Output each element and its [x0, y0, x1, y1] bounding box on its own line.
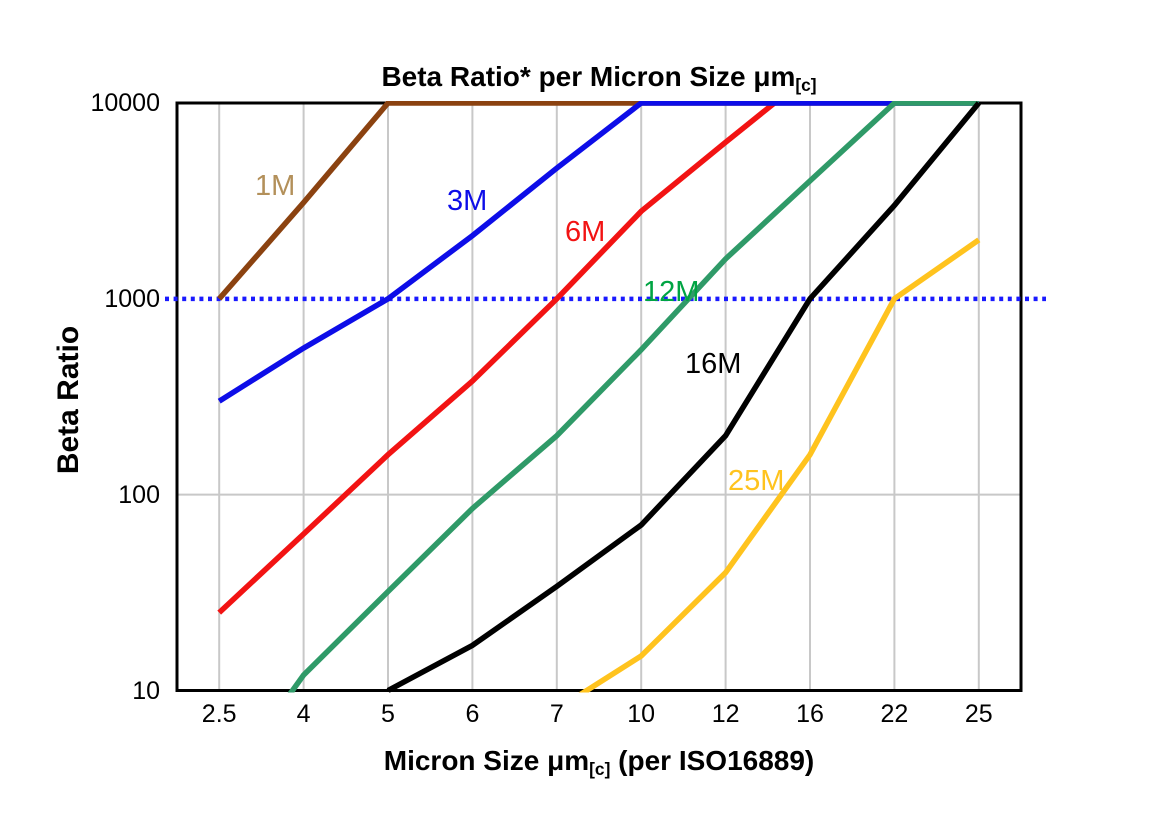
x-tick-label-5: 5: [381, 700, 395, 728]
y-tick-label-10: 10: [132, 676, 160, 705]
x-tick-label-22: 22: [880, 700, 909, 728]
x-tick-label-12: 12: [711, 700, 740, 728]
y-axis-title: Beta Ratio: [52, 325, 85, 475]
y-tick-label-1000: 1000: [104, 284, 160, 313]
series-label-12M: 12M: [643, 276, 700, 308]
series-line-12M: [287, 101, 979, 693]
series-label-1M: 1M: [255, 170, 296, 202]
x-tick-label-10: 10: [627, 700, 656, 728]
x-tick-label-6: 6: [465, 700, 480, 728]
series-label-3M: 3M: [447, 185, 488, 217]
series-label-16M: 16M: [685, 348, 742, 380]
y-tick-label-100: 100: [118, 480, 160, 509]
x-tick-label-25: 25: [964, 700, 993, 728]
x-tick-label-16: 16: [796, 700, 824, 728]
series-line-6M: [217, 101, 782, 615]
x-tick-label-2.5: 2.5: [201, 700, 237, 728]
series-line-3M: [217, 101, 979, 404]
chart-title: Beta Ratio* per Micron Size μm[c]: [381, 61, 817, 95]
series-line-16M: [386, 101, 981, 693]
series-line-25M: [578, 237, 981, 693]
x-tick-label-7: 7: [549, 700, 564, 728]
x-axis-title: Micron Size μm[c] (per ISO16889): [383, 745, 815, 779]
x-tick-label-4: 4: [296, 700, 311, 728]
y-tick-label-10000: 10000: [90, 89, 160, 117]
series-label-25M: 25M: [728, 465, 785, 497]
series-label-6M: 6M: [565, 216, 606, 248]
